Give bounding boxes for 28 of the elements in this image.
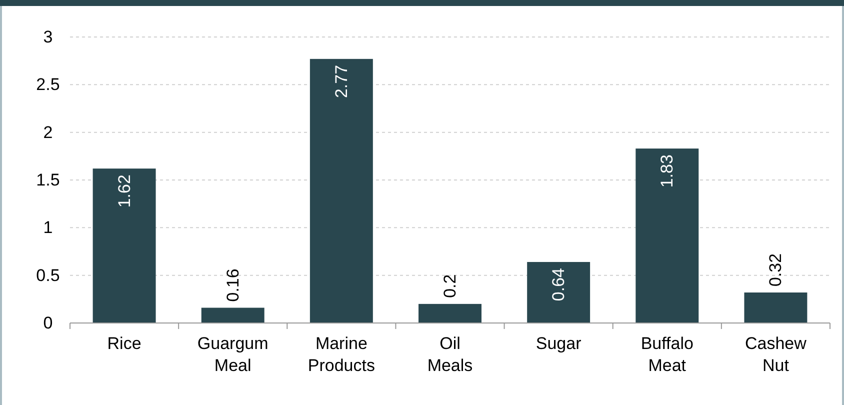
x-tick-label: Buffalo Meat [640,334,694,375]
bar [418,304,482,323]
x-tick-label: Guargum Meal [197,334,268,375]
bar [92,168,156,323]
bar [310,58,373,323]
x-tick-label: Marine Products [308,334,375,375]
data-label: 0.32 [766,253,786,286]
y-tick-label: 2 [43,122,53,142]
data-label: 0.2 [440,274,460,298]
bar [201,308,264,323]
data-label: 0.64 [549,268,568,302]
x-tick-label: Oil Meals [427,334,473,375]
y-tick-label: 1.5 [36,170,60,190]
y-tick-label: 2.5 [36,75,60,94]
x-tick-label: Rice [107,334,142,353]
y-tick-label: 0.5 [36,266,60,285]
data-label: 2.77 [332,64,351,98]
bar [744,292,808,323]
data-label: 1.62 [114,174,134,208]
y-tick-label: 3 [43,28,53,46]
bar [636,148,699,323]
y-tick-label: 1 [43,218,53,238]
data-label: 0.16 [223,268,242,302]
data-label: 1.83 [658,154,677,188]
y-tick-label: 0 [43,314,53,332]
x-tick-label: Cashew Nut [745,334,808,375]
bar [527,262,590,323]
x-tick-label: Sugar [536,334,582,353]
